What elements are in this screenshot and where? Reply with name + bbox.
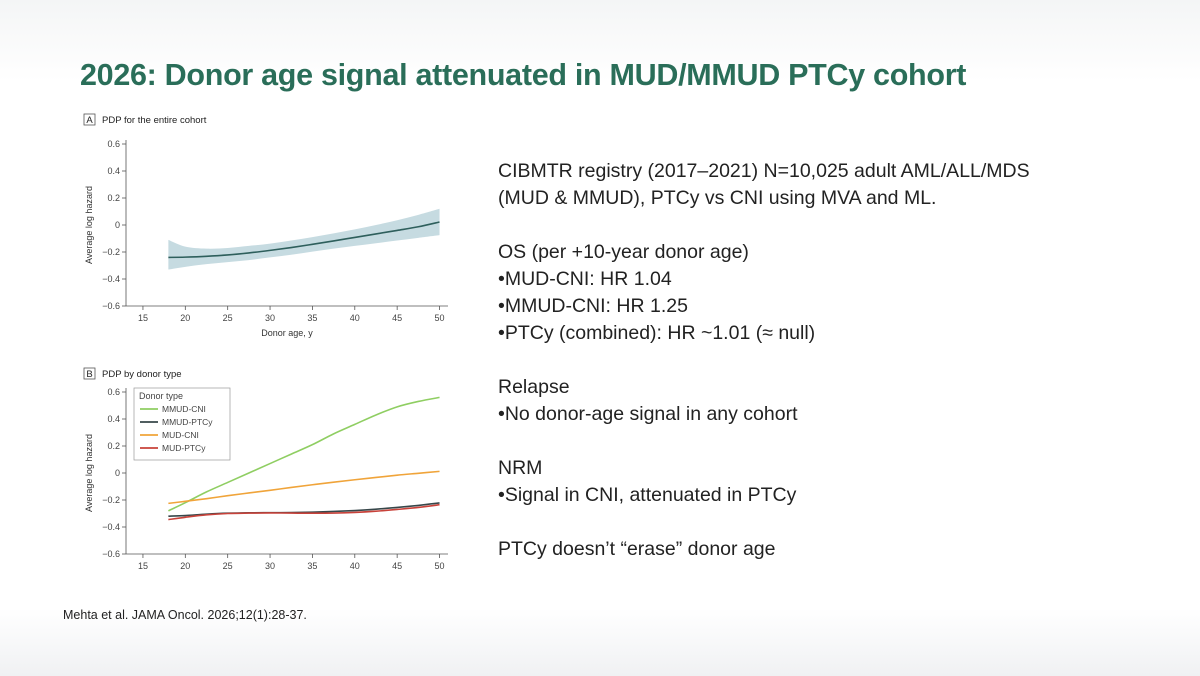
y-tick-label: 0	[115, 220, 120, 230]
x-axis-label: Donor age, y	[261, 328, 313, 338]
line-spacer	[498, 509, 1158, 536]
legend-entry: MMUD-CNI	[162, 404, 206, 414]
summary-text: CIBMTR registry (2017–2021) N=10,025 adu…	[498, 158, 1158, 563]
x-tick-label: 30	[265, 313, 275, 323]
panel-letter-box	[83, 367, 96, 380]
citation: Mehta et al. JAMA Oncol. 2026;12(1):28-3…	[63, 608, 307, 622]
chart-panel-b: B PDP by donor type −0.6 −0.4 −0.2 0 0.2 0.4 0.6…	[83, 367, 448, 571]
pdp-figure: A PDP for the entire cohort −0.6 −0.4 −0.2 0 0…	[83, 113, 448, 571]
legend-entry: MUD-CNI	[162, 430, 199, 440]
summary-line: •MUD-CNI: HR 1.04	[498, 268, 672, 290]
panel-letter: B	[86, 369, 92, 380]
series-line-entire-cohort	[168, 221, 440, 259]
slide-title: 2026: Donor age signal attenuated in MUD…	[80, 58, 967, 92]
x-tick-label: 25	[223, 313, 233, 323]
y-tick-label: 0	[115, 468, 120, 478]
series-line-mmud-cni	[168, 396, 440, 512]
x-tick-label: 40	[350, 313, 360, 323]
x-tick-label: 50	[435, 561, 445, 571]
x-tick-label: 50	[435, 313, 445, 323]
y-tick-label: −0.6	[102, 549, 120, 559]
x-tick-label: 30	[265, 561, 275, 571]
figure-panel: A PDP for the entire cohort −0.6 −0.4 −0.2 0 0…	[78, 108, 460, 580]
panel-letter: A	[86, 115, 93, 126]
line-spacer	[498, 347, 1158, 374]
line-spacer	[498, 212, 1158, 239]
y-tick-label: 0.2	[107, 441, 120, 451]
x-tick-label: 15	[138, 313, 148, 323]
series-line-mud-cni	[168, 470, 440, 505]
x-tick-label: 45	[392, 561, 402, 571]
x-tick-label: 40	[350, 561, 360, 571]
y-tick-label: −0.4	[102, 522, 120, 532]
y-tick-label: −0.2	[102, 495, 120, 505]
legend-entry: MMUD-PTCy	[162, 417, 213, 427]
y-tick-label: 0.2	[107, 193, 120, 203]
line-spacer	[498, 428, 1158, 455]
y-tick-label: 0.4	[107, 166, 120, 176]
y-axis-label: Average log hazard	[84, 434, 94, 512]
summary-line: OS (per +10-year donor age)	[498, 241, 749, 263]
summary-line: (MUD & MMUD), PTCy vs CNI using MVA and …	[498, 187, 937, 209]
y-axis-label: Average log hazard	[84, 186, 94, 264]
panel-letter-box	[83, 113, 96, 126]
summary-line: NRM	[498, 457, 543, 479]
summary-line: •MMUD-CNI: HR 1.25	[498, 295, 688, 317]
summary-line: •PTCy (combined): HR ~1.01 (≈ null)	[498, 322, 816, 344]
series-line-mud-ptcy	[168, 503, 440, 521]
y-tick-label: 0.4	[107, 414, 120, 424]
x-tick-label: 15	[138, 561, 148, 571]
x-tick-label: 20	[180, 561, 190, 571]
summary-line: CIBMTR registry (2017–2021) N=10,025 adu…	[498, 160, 1030, 182]
chart-title: PDP by donor type	[102, 369, 182, 380]
legend-title: Donor type	[139, 391, 183, 401]
x-tick-label: 35	[307, 561, 317, 571]
y-tick-label: −0.2	[102, 247, 120, 257]
summary-line: •No donor-age signal in any cohort	[498, 403, 798, 425]
y-tick-label: 0.6	[107, 139, 120, 149]
chart-panel-a: A PDP for the entire cohort −0.6 −0.4 −0.2 0 0…	[83, 113, 448, 338]
y-tick-label: 0.6	[107, 387, 120, 397]
summary-line: Relapse	[498, 376, 570, 398]
x-tick-label: 35	[307, 313, 317, 323]
y-tick-label: −0.4	[102, 274, 120, 284]
x-tick-label: 20	[180, 313, 190, 323]
summary-line: •Signal in CNI, attenuated in PTCy	[498, 484, 797, 506]
confidence-band	[168, 208, 440, 270]
x-tick-label: 25	[223, 561, 233, 571]
y-tick-label: −0.6	[102, 301, 120, 311]
chart-title: PDP for the entire cohort	[102, 115, 207, 126]
legend-entry: MUD-PTCy	[162, 443, 206, 453]
x-tick-label: 45	[392, 313, 402, 323]
summary-line: PTCy doesn’t “erase” donor age	[498, 538, 776, 560]
